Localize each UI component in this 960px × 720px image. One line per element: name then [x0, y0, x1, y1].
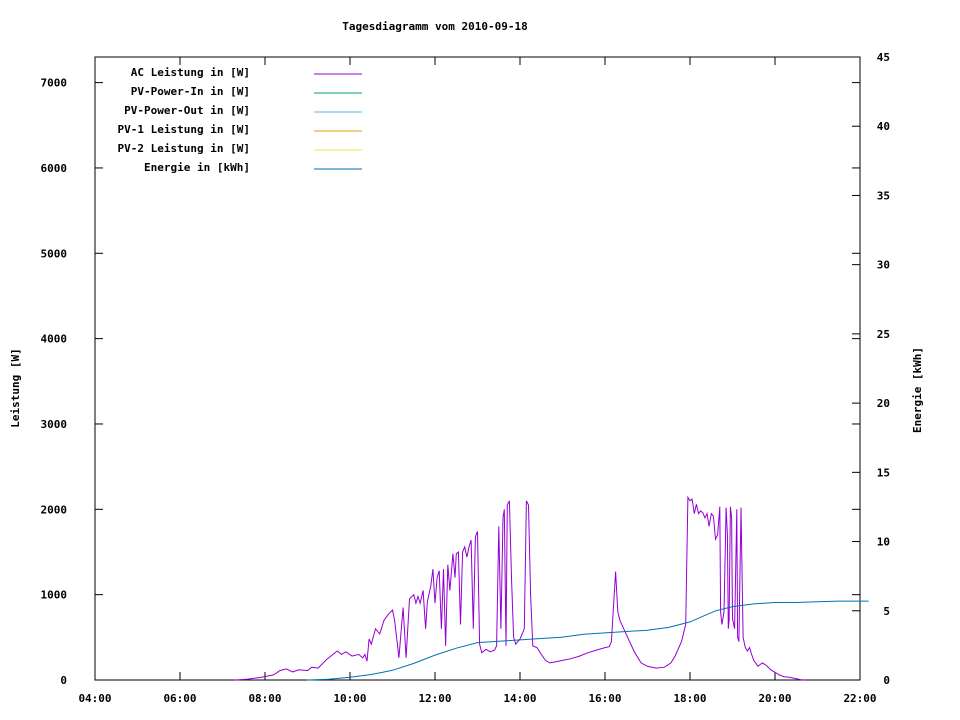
plot-frame	[94, 56, 861, 681]
legend-label: AC Leistung in [W]	[131, 66, 250, 79]
x-tick-label: 06:00	[163, 692, 196, 705]
y2-axis-label: Energie [kWh]	[911, 347, 924, 433]
legend: AC Leistung in [W] PV-Power-In in [W] PV-P…	[118, 66, 362, 174]
y-tick-label: 7000	[41, 77, 68, 90]
legend-label: Energie in [kWh]	[144, 161, 250, 174]
series-line-5	[307, 600, 869, 681]
y-tick-label: 0	[60, 674, 67, 687]
y2-tick-label: 15	[877, 466, 890, 479]
legend-label: PV-1 Leistung in [W]	[118, 123, 250, 136]
x-tick-label: 14:00	[503, 692, 536, 705]
y-tick-label: 1000	[41, 589, 68, 602]
y2-tick-label: 30	[877, 259, 890, 272]
y2-tick-label: 25	[877, 328, 890, 341]
y2-tick-label: 10	[877, 536, 890, 549]
y-axis-right: 0 5 10 15 20 25 30 35 40 45	[852, 51, 890, 687]
y2-tick-label: 20	[877, 397, 890, 410]
y-axis-label: Leistung [W]	[9, 348, 22, 427]
x-tick-label: 18:00	[673, 692, 706, 705]
legend-label: PV-Power-Out in [W]	[124, 104, 250, 117]
y-axis-left: 0 1000 2000 3000 4000 5000 6000 7000	[41, 77, 860, 687]
legend-label: PV-2 Leistung in [W]	[118, 142, 250, 155]
y-tick-label: 2000	[41, 503, 68, 516]
x-tick-label: 12:00	[418, 692, 451, 705]
y2-tick-label: 0	[883, 674, 890, 687]
series-lines	[235, 495, 869, 681]
series-line-0	[235, 495, 805, 681]
x-tick-label: 10:00	[333, 692, 366, 705]
x-tick-label: 20:00	[758, 692, 791, 705]
x-tick-label: 16:00	[588, 692, 621, 705]
x-tick-label: 04:00	[78, 692, 111, 705]
x-axis: 04:00 06:00 08:00 10:00 12:00 14:00 16:00 18:00…	[78, 57, 877, 705]
y2-tick-label: 45	[877, 51, 890, 64]
x-tick-label: 22:00	[843, 692, 876, 705]
y-tick-label: 3000	[41, 418, 68, 431]
y2-tick-label: 5	[883, 605, 890, 618]
y2-tick-label: 35	[877, 189, 890, 202]
y-tick-label: 4000	[41, 333, 68, 346]
y-tick-label: 5000	[41, 247, 68, 260]
y-tick-label: 6000	[41, 162, 68, 175]
x-tick-label: 08:00	[248, 692, 281, 705]
y2-tick-label: 40	[877, 120, 890, 133]
legend-label: PV-Power-In in [W]	[131, 85, 250, 98]
chart-title: Tagesdiagramm vom 2010-09-18	[342, 20, 527, 33]
